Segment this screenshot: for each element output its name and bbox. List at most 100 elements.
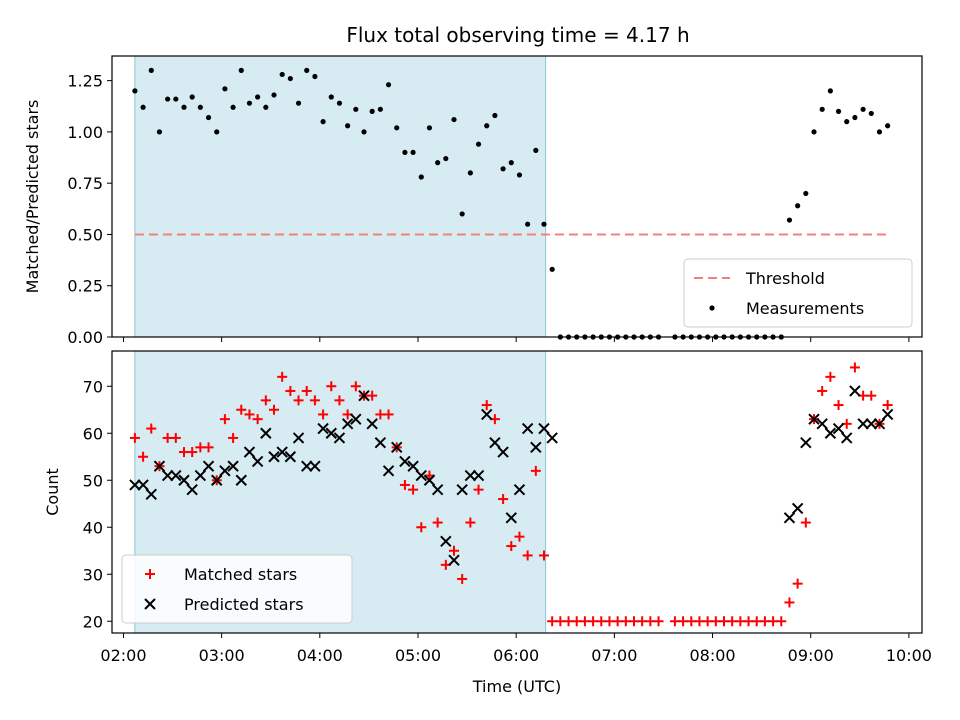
- data-point: [309, 395, 320, 406]
- data-point: [525, 221, 531, 227]
- data-point: [345, 123, 351, 129]
- data-point: [443, 155, 449, 162]
- data-point: [374, 436, 387, 449]
- ratio-panel: 0.00 0.25 0.50 0.75 1.00 1.25 Matched/Predicte…: [23, 55, 923, 347]
- data-point: [219, 465, 231, 477]
- data-point: [205, 114, 212, 121]
- chart-title: Flux total observing time = 4.17 h: [346, 23, 689, 47]
- axes-frame: [111, 350, 923, 634]
- y-tick-label: 20: [83, 612, 103, 631]
- data-point: [783, 512, 796, 524]
- data-point: [399, 455, 411, 468]
- data-point: [866, 390, 877, 401]
- data-point: [246, 100, 253, 106]
- data-point: [449, 545, 459, 556]
- data-point: [382, 465, 395, 477]
- data-point: [465, 517, 476, 528]
- data-point: [464, 469, 477, 482]
- data-point: [459, 211, 465, 217]
- data-point: [334, 395, 345, 406]
- data-point: [350, 381, 361, 392]
- data-point: [260, 395, 271, 406]
- data-point: [456, 483, 468, 496]
- data-point: [251, 455, 264, 468]
- x-tick-label: 04:00: [297, 646, 343, 665]
- legend-swatch: [144, 598, 156, 610]
- data-point: [194, 469, 207, 482]
- data-point: [336, 100, 343, 106]
- data-point: [407, 460, 419, 472]
- data-point: [353, 106, 359, 112]
- data-point: [426, 125, 433, 131]
- data-point: [795, 203, 801, 209]
- data-point: [776, 616, 787, 627]
- data-point: [173, 96, 179, 102]
- data-point: [269, 404, 279, 415]
- data-point: [385, 82, 392, 88]
- data-point: [432, 517, 443, 528]
- data-point: [448, 554, 460, 566]
- data-point: [399, 479, 410, 490]
- data-point: [156, 129, 163, 135]
- data-point: [129, 479, 141, 491]
- data-point: [538, 422, 550, 435]
- legend-box: [121, 554, 353, 624]
- data-point: [539, 550, 549, 561]
- data-point: [244, 409, 255, 420]
- data-point: [325, 427, 337, 439]
- count-panel: 20 30 40 50 60 70 02:00 03:00 04:00 05:00 06:00 07:…: [43, 350, 932, 696]
- data-point: [435, 160, 441, 166]
- data-point: [304, 67, 310, 73]
- data-point: [841, 432, 853, 444]
- x-axis-label: Time (UTC): [472, 677, 561, 696]
- x-tick-label: 10:00: [886, 646, 932, 665]
- data-point: [132, 88, 138, 94]
- data-point: [835, 108, 842, 114]
- data-point: [341, 418, 354, 430]
- data-point: [187, 447, 198, 458]
- data-point: [817, 385, 828, 396]
- data-point: [506, 541, 517, 552]
- data-point: [792, 578, 803, 589]
- legend-swatch: [145, 569, 155, 579]
- data-point: [317, 422, 329, 435]
- data-point: [530, 441, 542, 454]
- data-point: [467, 170, 473, 176]
- data-point: [816, 418, 828, 430]
- data-point: [153, 460, 166, 472]
- data-point: [333, 432, 346, 444]
- data-point: [189, 94, 195, 100]
- data-point: [328, 94, 334, 100]
- data-point: [292, 432, 305, 444]
- data-point: [366, 418, 378, 430]
- data-point: [140, 104, 146, 110]
- data-point: [500, 166, 506, 172]
- legend-swatch: [709, 305, 715, 311]
- data-point: [377, 106, 383, 112]
- legend-box: [683, 258, 913, 328]
- legend-label: Measurements: [746, 299, 864, 318]
- data-point: [279, 71, 285, 78]
- data-point: [653, 616, 664, 627]
- data-point: [402, 149, 408, 156]
- data-point: [882, 400, 893, 411]
- data-point: [170, 469, 182, 482]
- data-point: [235, 474, 247, 486]
- data-point: [440, 535, 452, 548]
- data-point: [211, 474, 223, 486]
- data-point: [865, 418, 877, 430]
- data-point: [415, 469, 427, 482]
- data-point: [475, 141, 482, 147]
- data-point: [391, 441, 403, 454]
- data-point: [803, 190, 809, 197]
- y-tick-label: 0.00: [67, 328, 103, 347]
- data-point: [533, 147, 539, 153]
- data-point: [873, 418, 886, 430]
- data-point: [457, 573, 468, 584]
- data-point: [472, 469, 485, 482]
- data-point: [138, 451, 149, 462]
- data-point: [881, 408, 894, 421]
- data-point: [416, 522, 427, 533]
- data-point: [145, 488, 157, 501]
- data-point: [516, 172, 523, 178]
